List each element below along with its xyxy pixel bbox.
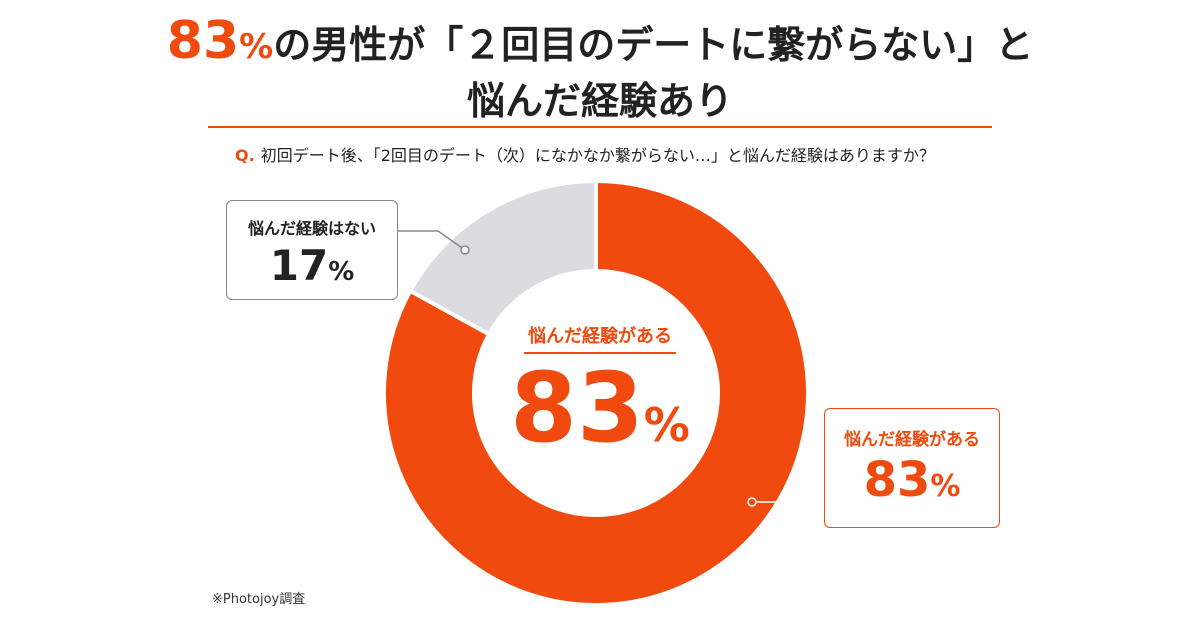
callout-no-unit: % — [328, 257, 355, 287]
headline-line2: 悩んだ経験あり — [466, 79, 733, 123]
leader-dot-yes — [747, 497, 757, 507]
headline-line1: 83%の男性が「２回目のデートに繋がらない」と — [0, 12, 1200, 76]
headline: 83%の男性が「２回目のデートに繋がらない」と 悩んだ経験あり — [0, 12, 1200, 126]
callout-no-value: 17% — [227, 241, 397, 290]
donut-center: 悩んだ経験がある 83% — [480, 322, 720, 464]
donut-slice-has-experience — [382, 178, 810, 607]
callout-no-experience: 悩んだ経験はない 17% — [226, 200, 398, 300]
callout-no-label: 悩んだ経験はない — [247, 219, 376, 238]
source-note: ※Photojoy調査 — [212, 592, 306, 607]
question: Q. 初回デート後、「2回目のデート（次）になかなか繋がらない…」と悩んだ経験はあ… — [235, 142, 935, 166]
callout-yes-unit: % — [930, 469, 961, 504]
headline-line1-text: の男性が「２回目のデートに繋がらない」と — [273, 23, 1034, 67]
question-label: Q. — [235, 146, 255, 165]
donut-slice-no-experience — [407, 178, 598, 337]
question-text: 初回デート後、「2回目のデート（次）になかなか繋がらない…」と悩んだ経験はありま… — [260, 146, 935, 165]
center-label: 悩んだ経験がある — [524, 322, 676, 354]
callout-yes-label: 悩んだ経験がある — [844, 430, 980, 450]
callout-yes-value: 83% — [825, 452, 999, 508]
callout-no-number: 17 — [269, 241, 329, 290]
callout-has-experience: 悩んだ経験がある 83% — [824, 408, 1000, 528]
center-value: 83% — [480, 352, 720, 464]
leader-dot-no — [460, 245, 470, 255]
center-number: 83 — [510, 352, 644, 464]
headline-percent-sign: % — [239, 27, 274, 67]
headline-percent-number: 83 — [166, 11, 240, 71]
title-divider — [208, 126, 992, 128]
leader-lines — [396, 230, 825, 509]
leader-line-no — [396, 230, 466, 251]
callout-yes-number: 83 — [863, 452, 931, 508]
leader-line-yes — [752, 501, 825, 509]
donut-slices — [382, 178, 810, 607]
center-unit: % — [643, 398, 690, 452]
